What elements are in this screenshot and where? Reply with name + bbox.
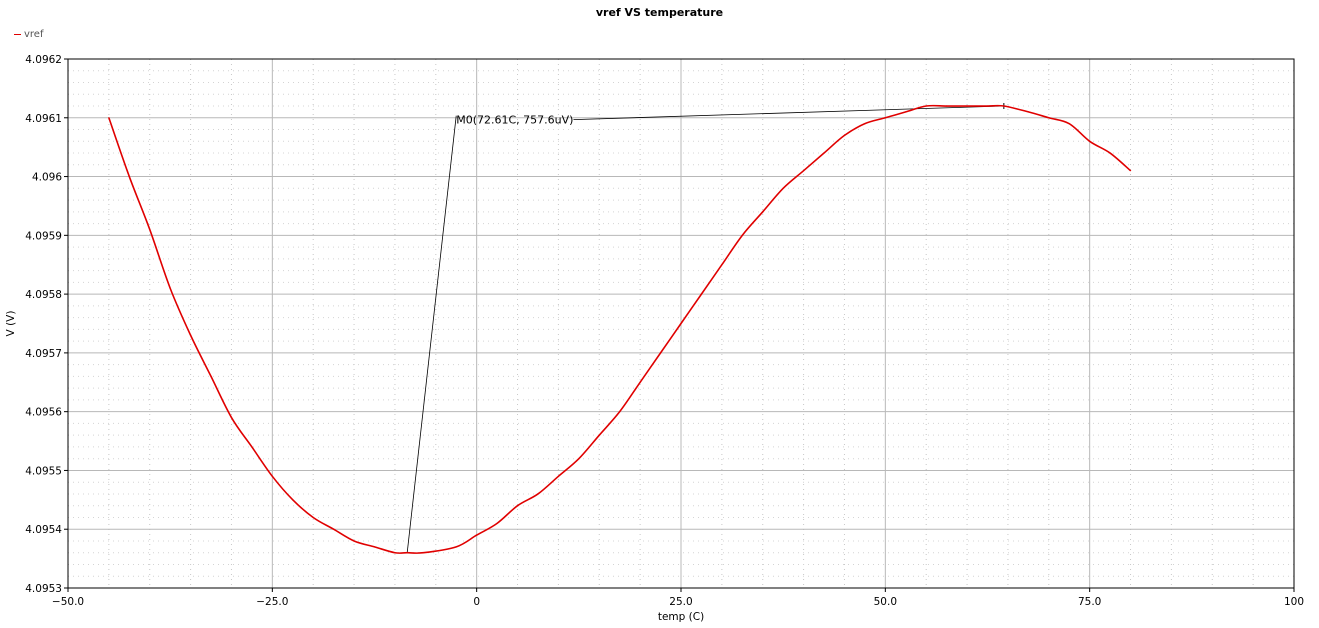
data-point-vref: [557, 475, 560, 477]
data-point-vref: [108, 117, 110, 119]
data-point-vref: [476, 534, 478, 536]
x-tick-label: 50.0: [874, 596, 897, 608]
data-point-vref: [762, 211, 764, 213]
marker-label: M0(72.61C, 757.6uV): [456, 114, 573, 127]
legend[interactable]: vref: [14, 29, 43, 40]
marker-line-b: [406, 115, 457, 553]
chart-title: vref VS temperature: [595, 6, 724, 19]
data-point-vref: [619, 411, 621, 413]
data-point-vref: [271, 475, 273, 477]
y-tick-label: 4.0954: [25, 524, 62, 536]
x-tick-label: 25.0: [669, 596, 692, 608]
data-point-vref: [251, 446, 253, 448]
data-point-vref: [1068, 123, 1070, 125]
data-point-vref: [966, 105, 968, 107]
marker-layer: M0(72.61C, 757.6uV): [406, 103, 1005, 553]
data-point-vref: [1129, 170, 1132, 172]
data-point-vref: [169, 287, 171, 289]
x-axis-label: temp (C): [658, 611, 704, 623]
series-line-vref[interactable]: [108, 104, 1132, 554]
series-layer: [108, 104, 1132, 554]
data-point-vref: [353, 540, 355, 542]
y-tick-label: 4.0962: [25, 54, 62, 66]
legend-label-vref: vref: [24, 29, 44, 40]
y-tick-label: 4.0953: [25, 583, 62, 595]
x-tick-label: 0: [473, 596, 480, 608]
data-point-vref: [659, 352, 662, 354]
data-point-vref: [843, 134, 846, 137]
data-point-vref: [782, 187, 784, 189]
data-point-vref: [422, 552, 425, 554]
data-point-vref: [864, 123, 866, 125]
y-tick-label: 4.0957: [25, 348, 62, 360]
data-point-vref: [986, 105, 989, 107]
data-point-vref: [210, 375, 212, 377]
y-axis: 4.0953 4.0954 4.0955 4.0956 4.0957 4.0958 4.09…: [25, 54, 68, 595]
data-point-vref: [639, 381, 641, 383]
data-point-vref: [598, 434, 600, 436]
x-tick-label: −25.0: [256, 596, 288, 608]
data-point-vref: [1109, 152, 1111, 154]
data-point-vref: [741, 234, 743, 236]
data-point-vref: [884, 117, 886, 119]
data-point-vref: [925, 105, 927, 107]
data-point-vref: [700, 293, 703, 295]
data-point-vref: [721, 264, 723, 266]
data-point-vref: [1048, 117, 1050, 119]
x-axis: −50.0 −25.0 0 25.0 50.0 75.0 100: [52, 588, 1304, 608]
data-point-vref: [292, 499, 294, 501]
data-point-vref: [1027, 111, 1029, 113]
data-point-vref: [905, 111, 907, 113]
data-point-vref: [394, 552, 396, 554]
data-point-vref: [312, 516, 314, 519]
y-tick-label: 4.096: [32, 172, 62, 184]
data-point-vref: [496, 522, 498, 524]
data-point-vref: [680, 322, 682, 325]
data-point-vref: [537, 493, 539, 495]
data-point-vref: [455, 546, 457, 548]
marker-line-a: [573, 105, 1004, 121]
x-tick-label: −50.0: [52, 596, 84, 608]
data-point-vref: [516, 505, 519, 507]
y-tick-label: 4.0958: [25, 289, 62, 301]
y-tick-label: 4.0956: [25, 407, 62, 419]
data-point-vref: [946, 105, 948, 107]
data-point-vref: [128, 175, 130, 178]
data-point-vref: [333, 528, 335, 530]
data-point-vref: [373, 546, 376, 548]
minor-grid: [68, 59, 1294, 588]
y-tick-label: 4.0961: [25, 113, 62, 125]
data-point-vref: [803, 170, 805, 172]
data-point-vref: [823, 152, 825, 154]
legend-swatch: [14, 34, 21, 35]
data-point-vref: [149, 228, 151, 231]
x-tick-label: 75.0: [1078, 596, 1101, 608]
data-point-vref: [406, 552, 408, 554]
data-point-vref: [578, 458, 580, 460]
y-tick-label: 4.0959: [25, 230, 62, 242]
x-tick-label: 100: [1284, 596, 1304, 608]
y-axis-label: V (V): [5, 311, 17, 337]
data-point-vref: [1089, 140, 1091, 142]
data-point-vref: [1003, 105, 1005, 107]
y-tick-label: 4.0955: [25, 465, 62, 477]
data-point-vref: [230, 416, 233, 419]
data-point-vref: [190, 334, 192, 336]
